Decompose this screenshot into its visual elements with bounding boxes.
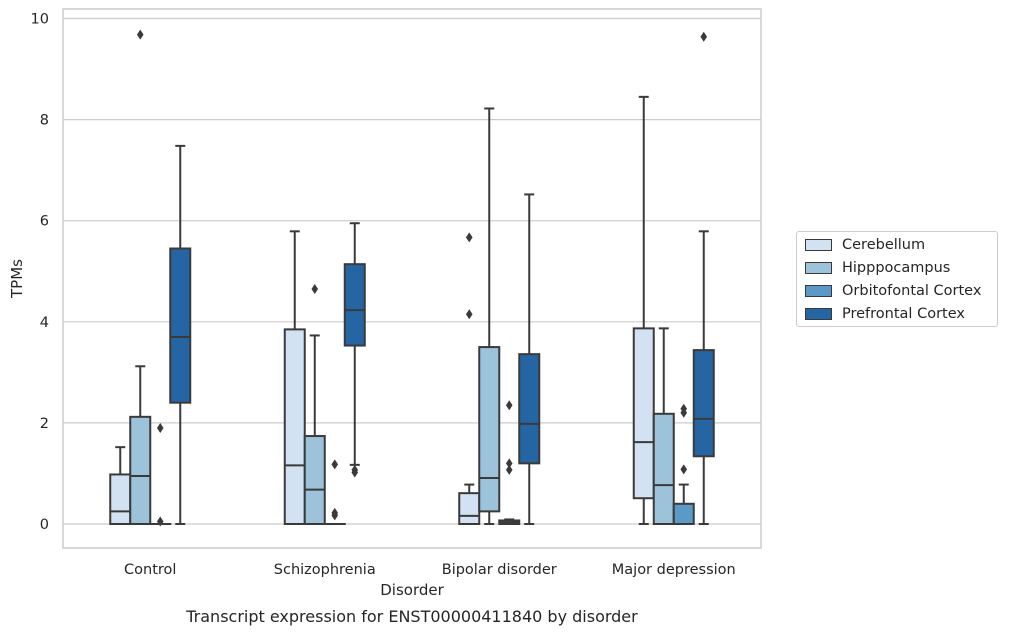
outlier-point — [505, 400, 513, 411]
outlier-point — [505, 458, 513, 469]
outlier-point — [331, 507, 339, 518]
outlier-point — [136, 29, 144, 40]
legend-item-orbitofrontal: Orbitofontal Cortex — [805, 280, 981, 302]
box-iqr — [478, 346, 501, 513]
y-tick-label: 4 — [40, 315, 49, 331]
box-iqr — [169, 247, 192, 404]
box-iqr — [303, 435, 326, 525]
box-prefrontal-cortex — [692, 31, 715, 525]
box-orbitofontal-cortex — [672, 403, 695, 525]
box-orbitofontal-cortex — [149, 422, 172, 527]
chart-caption: Transcript expression for ENST0000041184… — [185, 607, 638, 626]
legend-swatch-hippocampus — [805, 262, 832, 274]
y-tick-label: 2 — [40, 416, 49, 432]
outlier-point — [156, 516, 164, 527]
y-tick-label: 6 — [40, 214, 49, 230]
legend-swatch-prefrontal — [805, 308, 832, 320]
box-iqr — [518, 353, 541, 465]
x-tick-label: Bipolar disorder — [442, 562, 557, 578]
outlier-point — [700, 31, 708, 42]
box-iqr — [692, 349, 715, 458]
legend-item-hippocampus: Hipppocampus — [805, 257, 950, 279]
box-iqr — [652, 412, 675, 525]
y-axis-label: TPMs — [8, 259, 26, 299]
x-tick-labels: Control Schizophrenia Bipolar disorder Majo… — [124, 562, 736, 578]
box-cerebellum — [109, 446, 132, 525]
box-iqr — [343, 263, 366, 347]
y-tick-label: 0 — [40, 517, 49, 533]
outlier-point — [465, 232, 473, 243]
box-orbitofontal-cortex — [498, 400, 521, 525]
outlier-point — [351, 464, 359, 475]
plot-area — [62, 8, 762, 549]
legend-label: Hipppocampus — [842, 260, 951, 276]
x-tick-label: Schizophrenia — [274, 562, 376, 578]
legend-label: Prefrontal Cortex — [842, 306, 965, 322]
legend-item-prefrontal: Prefrontal Cortex — [805, 303, 965, 325]
legend-item-cerebellum: Cerebellum — [805, 234, 925, 256]
box-iqr — [632, 327, 655, 500]
legend-label: Orbitofontal Cortex — [842, 283, 982, 299]
box-hipppocampus — [652, 327, 675, 525]
box-iqr — [672, 502, 695, 525]
outlier-point — [680, 403, 688, 414]
box-hipppocampus — [129, 29, 152, 526]
box-cerebellum — [283, 230, 306, 525]
x-tick-label: Major depression — [612, 562, 736, 578]
box-cerebellum — [458, 232, 481, 525]
box-cerebellum — [632, 95, 655, 525]
outlier-point — [156, 422, 164, 433]
box-iqr — [109, 473, 132, 525]
y-tick-labels: 0 2 4 6 8 10 — [31, 12, 49, 534]
legend: Cerebellum Hipppocampus Orbitofontal Cor… — [796, 231, 998, 327]
box-prefrontal-cortex — [343, 222, 366, 478]
box-iqr — [129, 415, 152, 526]
outlier-point — [311, 283, 319, 294]
box-prefrontal-cortex — [169, 144, 192, 525]
x-axis-label: Disorder — [380, 581, 444, 599]
y-tick-label: 10 — [31, 12, 49, 28]
boxes — [109, 29, 715, 527]
y-tick-label: 8 — [40, 113, 49, 129]
box-iqr — [283, 328, 306, 525]
outlier-point — [680, 464, 688, 475]
outlier-point — [505, 464, 513, 475]
box-orbitofontal-cortex — [323, 459, 346, 526]
box-prefrontal-cortex — [518, 193, 541, 525]
legend-swatch-cerebellum — [805, 239, 832, 251]
legend-label: Cerebellum — [842, 237, 926, 253]
outlier-point — [465, 309, 473, 320]
outlier-point — [331, 459, 339, 470]
box-hipppocampus — [303, 283, 326, 525]
legend-swatch-orbitofrontal — [805, 285, 832, 297]
box-hipppocampus — [478, 107, 501, 525]
box-iqr — [458, 492, 481, 525]
x-tick-label: Control — [124, 562, 176, 578]
